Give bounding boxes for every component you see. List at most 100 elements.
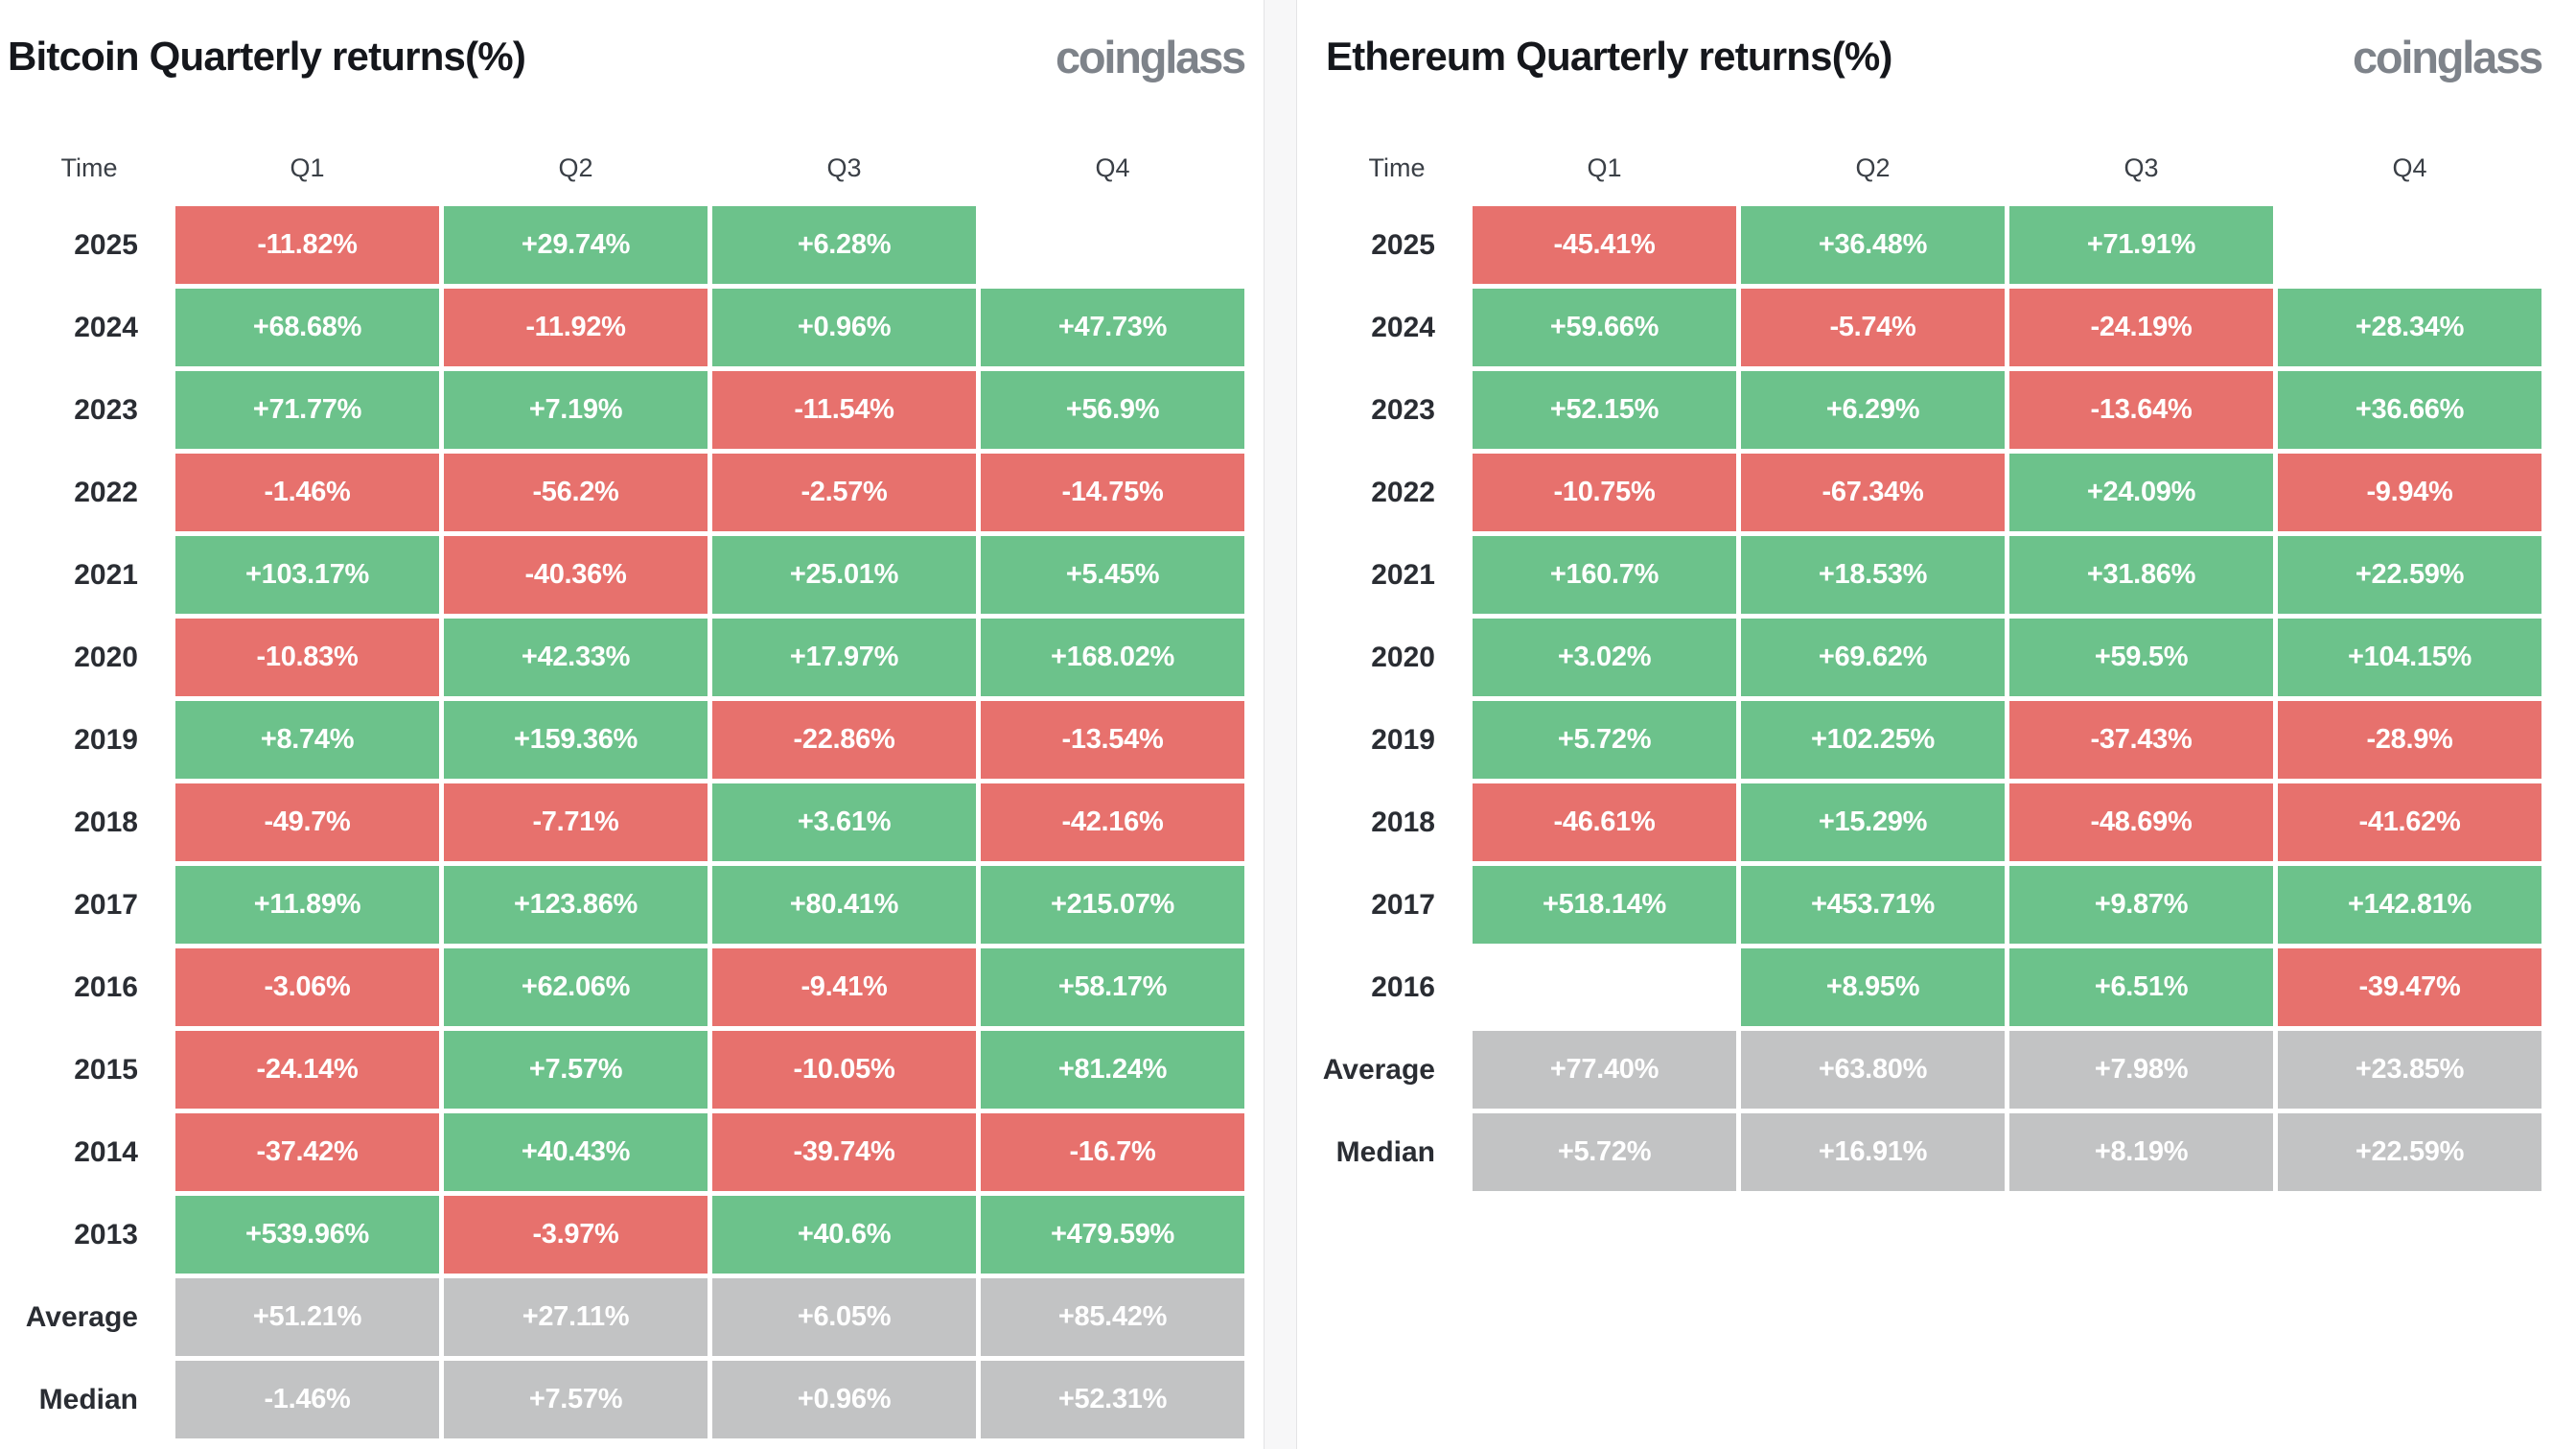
return-cell-2023-q1: +71.77% bbox=[175, 371, 439, 449]
return-cell-2022-q3: -2.57% bbox=[712, 454, 976, 531]
return-cell-2019-q2: +102.25% bbox=[1741, 701, 2005, 779]
return-cell-2020-q1: -10.83% bbox=[175, 619, 439, 696]
return-cell-2014-q2: +40.43% bbox=[444, 1113, 708, 1191]
return-cell-2022-q1: -1.46% bbox=[175, 454, 439, 531]
row-label-2018: 2018 bbox=[74, 806, 138, 838]
return-cell-2023-q4: +36.66% bbox=[2278, 371, 2541, 449]
row-label-2014: 2014 bbox=[74, 1135, 138, 1168]
return-cell-2021-q4: +22.59% bbox=[2278, 536, 2541, 614]
row-label-2022: 2022 bbox=[74, 476, 138, 508]
row-label-average: Average bbox=[1322, 1053, 1435, 1086]
return-cell-2014-q3: -39.74% bbox=[712, 1113, 976, 1191]
quarter-column-header-q1: Q1 bbox=[290, 152, 325, 182]
coinglass-logo: coinglass bbox=[2352, 31, 2543, 82]
coinglass-logo: coinglass bbox=[1055, 31, 1246, 82]
return-cell-2022-q2: -56.2% bbox=[444, 454, 708, 531]
return-cell-2019-q1: +5.72% bbox=[1473, 701, 1736, 779]
return-cell-2020-q2: +69.62% bbox=[1741, 619, 2005, 696]
return-cell-median-q1: +5.72% bbox=[1473, 1113, 1736, 1191]
time-column-header: Time bbox=[1368, 152, 1426, 182]
return-cell-2016-q4: +58.17% bbox=[981, 948, 1244, 1026]
return-cell-2018-q2: -7.71% bbox=[444, 783, 708, 861]
quarter-column-header-q1: Q1 bbox=[1587, 152, 1622, 182]
quarter-column-header-q2: Q2 bbox=[1855, 152, 1891, 182]
return-cell-2023-q4: +56.9% bbox=[981, 371, 1244, 449]
return-cell-2025-q4 bbox=[981, 206, 1244, 284]
return-cell-2025-q1: -45.41% bbox=[1473, 206, 1736, 284]
return-cell-2018-q4: -42.16% bbox=[981, 783, 1244, 861]
row-label-2013: 2013 bbox=[74, 1218, 138, 1250]
return-cell-average-q3: +6.05% bbox=[712, 1278, 976, 1356]
return-cell-2015-q1: -24.14% bbox=[175, 1031, 439, 1109]
time-column-header: Time bbox=[60, 152, 118, 182]
return-cell-2021-q1: +103.17% bbox=[175, 536, 439, 614]
row-label-2018: 2018 bbox=[1371, 806, 1435, 838]
return-cell-average-q1: +77.40% bbox=[1473, 1031, 1736, 1109]
return-cell-2021-q2: +18.53% bbox=[1741, 536, 2005, 614]
quarter-column-header-q4: Q4 bbox=[2392, 152, 2427, 182]
return-cell-2015-q3: -10.05% bbox=[712, 1031, 976, 1109]
return-cell-2020-q1: +3.02% bbox=[1473, 619, 1736, 696]
return-cell-average-q1: +51.21% bbox=[175, 1278, 439, 1356]
return-cell-2015-q4: +81.24% bbox=[981, 1031, 1244, 1109]
return-cell-median-q1: -1.46% bbox=[175, 1361, 439, 1438]
return-cell-2016-q3: +6.51% bbox=[2009, 948, 2273, 1026]
return-cell-2024-q2: -5.74% bbox=[1741, 289, 2005, 366]
return-cell-2019-q4: -13.54% bbox=[981, 701, 1244, 779]
return-cell-2025-q4 bbox=[2278, 206, 2541, 284]
ethereum-quarterly-returns-panel: Ethereum Quarterly returns(%) coinglass … bbox=[1297, 0, 2576, 1449]
return-cell-2013-q1: +539.96% bbox=[175, 1196, 439, 1274]
row-label-median: Median bbox=[1335, 1135, 1435, 1168]
return-cell-2022-q4: -14.75% bbox=[981, 454, 1244, 531]
bitcoin-quarterly-returns-panel: Bitcoin Quarterly returns(%) coinglass T… bbox=[0, 0, 1264, 1449]
return-cell-2023-q1: +52.15% bbox=[1473, 371, 1736, 449]
row-label-2017: 2017 bbox=[1371, 888, 1435, 921]
return-cell-2019-q1: +8.74% bbox=[175, 701, 439, 779]
return-cell-2021-q3: +31.86% bbox=[2009, 536, 2273, 614]
return-cell-average-q4: +85.42% bbox=[981, 1278, 1244, 1356]
quarter-column-header-q3: Q3 bbox=[2123, 152, 2159, 182]
return-cell-2018-q3: +3.61% bbox=[712, 783, 976, 861]
return-cell-2025-q3: +71.91% bbox=[2009, 206, 2273, 284]
return-cell-2022-q4: -9.94% bbox=[2278, 454, 2541, 531]
return-cell-median-q3: +8.19% bbox=[2009, 1113, 2273, 1191]
return-cell-average-q4: +23.85% bbox=[2278, 1031, 2541, 1109]
return-cell-2015-q2: +7.57% bbox=[444, 1031, 708, 1109]
panel-title: Ethereum Quarterly returns(%) bbox=[1326, 34, 1892, 79]
return-cell-average-q2: +27.11% bbox=[444, 1278, 708, 1356]
return-cell-2025-q3: +6.28% bbox=[712, 206, 976, 284]
row-label-2020: 2020 bbox=[1371, 641, 1435, 673]
return-cell-median-q4: +52.31% bbox=[981, 1361, 1244, 1438]
row-label-2021: 2021 bbox=[1371, 558, 1435, 591]
return-cell-median-q3: +0.96% bbox=[712, 1361, 976, 1438]
return-cell-2021-q1: +160.7% bbox=[1473, 536, 1736, 614]
return-cell-2013-q3: +40.6% bbox=[712, 1196, 976, 1274]
panel-header: Bitcoin Quarterly returns(%) coinglass bbox=[8, 27, 1246, 86]
row-label-median: Median bbox=[38, 1383, 138, 1415]
return-cell-2022-q1: -10.75% bbox=[1473, 454, 1736, 531]
return-cell-average-q3: +7.98% bbox=[2009, 1031, 2273, 1109]
row-label-2019: 2019 bbox=[74, 723, 138, 756]
return-cell-2018-q2: +15.29% bbox=[1741, 783, 2005, 861]
panel-header: Ethereum Quarterly returns(%) coinglass bbox=[1326, 27, 2543, 86]
return-cell-2020-q3: +59.5% bbox=[2009, 619, 2273, 696]
row-label-2016: 2016 bbox=[74, 970, 138, 1003]
row-label-2016: 2016 bbox=[1371, 970, 1435, 1003]
row-label-2021: 2021 bbox=[74, 558, 138, 591]
quarter-column-header-q3: Q3 bbox=[826, 152, 862, 182]
return-cell-2014-q4: -16.7% bbox=[981, 1113, 1244, 1191]
return-cell-average-q2: +63.80% bbox=[1741, 1031, 2005, 1109]
returns-grid: Time Q1 Q2 Q3 Q4 2025 -45.41% +36.48% +71.91% 202… bbox=[1322, 134, 2541, 1191]
return-cell-2024-q3: +0.96% bbox=[712, 289, 976, 366]
return-cell-median-q2: +7.57% bbox=[444, 1361, 708, 1438]
return-cell-2018-q1: -49.7% bbox=[175, 783, 439, 861]
return-cell-2017-q2: +123.86% bbox=[444, 866, 708, 944]
return-cell-2025-q2: +29.74% bbox=[444, 206, 708, 284]
return-cell-2024-q3: -24.19% bbox=[2009, 289, 2273, 366]
row-label-2025: 2025 bbox=[1371, 228, 1435, 261]
return-cell-2020-q3: +17.97% bbox=[712, 619, 976, 696]
return-cell-2021-q4: +5.45% bbox=[981, 536, 1244, 614]
return-cell-2018-q3: -48.69% bbox=[2009, 783, 2273, 861]
return-cell-2021-q2: -40.36% bbox=[444, 536, 708, 614]
